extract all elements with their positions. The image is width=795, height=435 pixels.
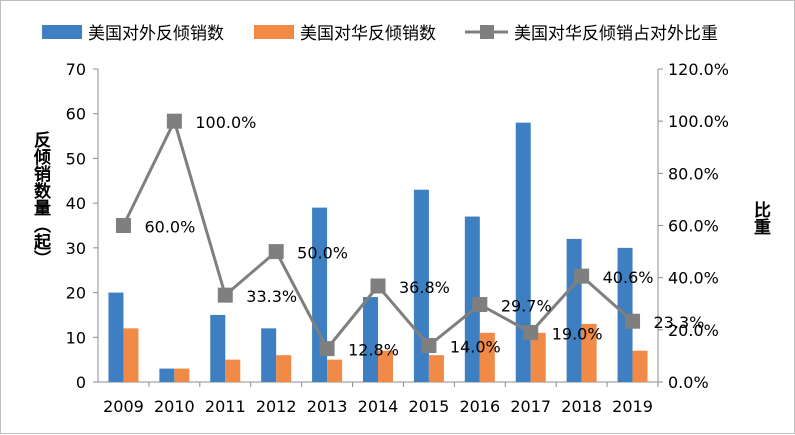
bar-us-china xyxy=(378,350,393,382)
x-tick-label: 2012 xyxy=(256,397,297,416)
bar-us-china xyxy=(276,355,292,382)
x-tick-label: 2016 xyxy=(459,397,500,416)
ratio-line xyxy=(115,113,641,357)
y-right-tick-label: 20.0% xyxy=(668,321,719,340)
x-tick-label: 2015 xyxy=(409,397,450,416)
y-left-tick-label: 50 xyxy=(66,149,86,168)
bar-us-total xyxy=(261,328,277,382)
ratio-marker xyxy=(268,244,284,260)
y-left-tick-label: 10 xyxy=(66,328,86,347)
y-right-tick-label: 100.0% xyxy=(668,112,729,131)
bar-us-china xyxy=(327,359,343,382)
ratio-marker xyxy=(115,218,131,233)
y-axis-right-title: 比重 xyxy=(750,201,770,235)
bar-us-total xyxy=(515,122,531,383)
x-tick-label: 2010 xyxy=(154,397,195,416)
bar-us-total xyxy=(210,314,226,382)
ratio-data-label: 33.3% xyxy=(246,287,297,306)
bar-us-china xyxy=(632,350,648,382)
y-right-tick-label: 80.0% xyxy=(668,164,719,183)
legend-label-us-china: 美国对华反倾销数 xyxy=(300,24,436,44)
y-left-tick-label: 0 xyxy=(76,373,86,392)
bar-us-china xyxy=(123,328,139,382)
bar-us-china xyxy=(530,332,546,382)
y-right-tick-label: 0.0% xyxy=(668,373,709,392)
y-left-tick-label: 70 xyxy=(66,60,86,79)
bar-us-china xyxy=(428,355,444,382)
bar-us-total xyxy=(108,292,124,382)
x-tick-label: 2014 xyxy=(358,397,399,416)
axes: 0 10 20 30 40 50 60 70 0.0% 20.0% 40.0% 60.0% 80.0% 1… xyxy=(66,60,729,416)
legend: 美国对外反倾销数 美国对华反倾销数 美国对华反倾销占对外比重 xyxy=(42,24,718,44)
ratio-data-label: 40.6% xyxy=(603,268,654,287)
ratio-marker xyxy=(370,278,386,294)
ratio-marker xyxy=(166,113,182,129)
y-right-tick-label: 60.0% xyxy=(668,217,719,236)
ratio-data-label: 50.0% xyxy=(297,244,348,263)
legend-swatch-us-total xyxy=(42,25,82,39)
legend-label-ratio: 美国对华反倾销占对外比重 xyxy=(514,24,718,44)
y-left-tick-label: 30 xyxy=(66,239,86,258)
bar-us-china xyxy=(479,332,495,382)
ratio-marker xyxy=(319,341,335,357)
legend-marker-ratio xyxy=(480,25,494,39)
data-labels: 60.0% 100.0% 33.3% 50.0% 12.8% 36.8% 14.0% 29.7… xyxy=(144,113,704,359)
ratio-marker xyxy=(217,287,233,303)
y-axis-left-title: 反倾销数量（起） xyxy=(30,131,50,267)
x-tick-label: 2011 xyxy=(205,397,246,416)
x-tick-label: 2019 xyxy=(612,397,653,416)
ratio-data-label: 100.0% xyxy=(195,113,256,132)
y-right-tick-label: 40.0% xyxy=(668,269,719,288)
bar-us-total xyxy=(363,297,378,382)
x-tick-label: 2009 xyxy=(103,397,144,416)
ratio-marker xyxy=(625,313,641,329)
bar-us-total xyxy=(159,368,175,382)
bar-us-total xyxy=(566,238,582,382)
bar-us-china xyxy=(581,323,597,382)
y-left-tick-label: 20 xyxy=(66,284,86,303)
ratio-data-label: 36.8% xyxy=(399,278,450,297)
ratio-marker xyxy=(421,337,437,353)
ratio-data-label: 60.0% xyxy=(144,218,195,237)
y-right-tick-label: 120.0% xyxy=(668,60,729,79)
ratio-marker xyxy=(523,324,539,340)
x-tick-label: 2018 xyxy=(561,397,602,416)
ratio-data-label: 12.8% xyxy=(348,341,399,360)
x-tick-label: 2017 xyxy=(510,397,551,416)
ratio-marker xyxy=(574,268,590,284)
ratio-data-label: 14.0% xyxy=(450,337,501,356)
legend-label-us-total: 美国对外反倾销数 xyxy=(88,24,224,44)
bar-us-china xyxy=(225,359,241,382)
ratio-data-label: 29.7% xyxy=(501,297,552,316)
x-tick-label: 2013 xyxy=(307,397,348,416)
y-left-tick-label: 40 xyxy=(66,194,86,213)
ratio-marker xyxy=(472,297,488,313)
bar-us-china xyxy=(174,368,190,382)
ratio-data-label: 19.0% xyxy=(552,324,603,343)
ratio-data-label: 23.3% xyxy=(654,313,705,332)
legend-swatch-us-china xyxy=(254,25,294,39)
y-left-tick-label: 60 xyxy=(66,105,86,124)
